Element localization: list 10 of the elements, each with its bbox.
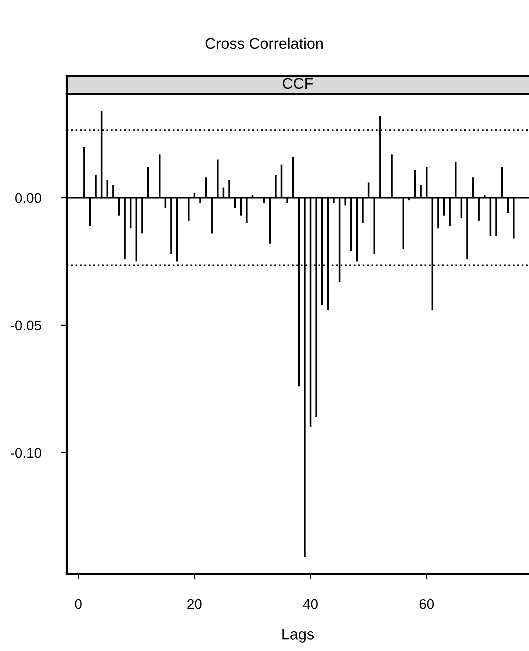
x-tick-label: 0 [75, 599, 82, 610]
chart-title: Cross Correlation [206, 38, 323, 50]
y-tick-label: -0.10 [10, 448, 42, 458]
chart-subtitle: CCF [283, 78, 314, 90]
x-tick-label: 20 [188, 599, 202, 610]
y-tick-label: -0.05 [10, 320, 42, 331]
y-tick-label: 0.00 [16, 193, 42, 204]
x-tick-label: 40 [303, 599, 318, 610]
x-tick-label: 60 [420, 599, 434, 610]
x-axis-title: Lags [282, 629, 314, 643]
